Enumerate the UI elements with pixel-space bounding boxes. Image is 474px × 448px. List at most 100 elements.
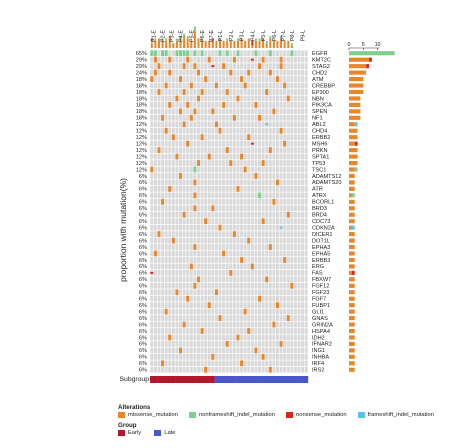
alteration-missense_mutation (247, 237, 251, 244)
grid-cell (211, 69, 215, 76)
grid-cell (225, 95, 229, 102)
grid-cell (240, 269, 244, 276)
alteration-missense_mutation (247, 69, 251, 76)
grid-cell (293, 250, 297, 257)
grid-cell (222, 95, 226, 102)
grid-cell (290, 114, 294, 121)
grid-cell (161, 308, 165, 315)
grid-cell (275, 244, 279, 250)
grid-cell (250, 244, 254, 250)
grid-cell (258, 360, 262, 367)
column-bar-missense_mutation (168, 36, 171, 48)
grid-cell (240, 289, 244, 296)
grid-cell (161, 121, 165, 128)
grid-cell (189, 276, 193, 283)
grid-cell (175, 89, 179, 95)
grid-cell (265, 50, 269, 57)
grid-cell (283, 166, 287, 173)
legend-alterations-title: Alterations (118, 404, 151, 411)
grid-cell (290, 244, 294, 250)
grid-cell (200, 160, 204, 166)
grid-cell (182, 244, 186, 250)
grid-cell (297, 347, 301, 354)
grid-cell (250, 308, 254, 315)
grid-cell (150, 114, 154, 121)
column-bar-missense_mutation (262, 38, 265, 48)
grid-cell (247, 63, 251, 70)
grid-cell (214, 360, 218, 367)
grid-cell (182, 360, 186, 367)
grid-cell (193, 224, 197, 231)
row-bar-missense_mutation (349, 290, 355, 295)
grid-cell (175, 147, 179, 154)
grid-cell (261, 121, 265, 128)
grid-cell (290, 166, 294, 173)
grid-cell (232, 237, 236, 244)
legend-label-nonframeshift: nonframeshift_indel_mutation (198, 412, 276, 418)
grid-cell (200, 179, 204, 186)
grid-cell (214, 328, 218, 334)
grid-cell (243, 56, 247, 63)
grid-cell (182, 341, 186, 347)
grid-cell (186, 321, 190, 328)
grid-cell (207, 134, 211, 141)
grid-cell (153, 276, 157, 283)
grid-cell (189, 321, 193, 328)
alteration-nonframeshift_indel_mutation (225, 50, 229, 57)
subgroup-late (257, 376, 269, 383)
alteration-nonframeshift_indel_mutation (179, 50, 183, 57)
grid-cell (153, 140, 157, 147)
grid-cell (301, 257, 305, 263)
grid-cell (218, 334, 222, 341)
grid-cell (168, 269, 172, 276)
grid-cell (250, 153, 254, 160)
alteration-missense_mutation (207, 153, 211, 160)
grid-cell (286, 263, 290, 270)
grid-cell (304, 353, 308, 360)
grid-cell (304, 341, 308, 347)
grid-cell (243, 140, 247, 147)
grid-cell (286, 69, 290, 76)
grid-cell (240, 102, 244, 108)
grid-cell (261, 302, 265, 309)
grid-cell (189, 315, 193, 321)
grid-cell (153, 186, 157, 192)
grid-cell (236, 347, 240, 354)
grid-cell (204, 205, 208, 212)
grid-cell (189, 192, 193, 199)
grid-cell (236, 127, 240, 134)
grid-cell (225, 114, 229, 121)
grid-cell (179, 95, 183, 102)
grid-cell (150, 82, 154, 89)
grid-cell (193, 289, 197, 296)
grid-cell (279, 134, 283, 141)
grid-cell (179, 192, 183, 199)
grid-cell (258, 89, 262, 95)
grid-cell (164, 250, 168, 257)
grid-cell (236, 121, 240, 128)
grid-cell (204, 257, 208, 263)
grid-cell (175, 257, 179, 263)
grid-cell (265, 134, 269, 141)
grid-cell (150, 218, 154, 225)
grid-cell (200, 205, 204, 212)
grid-cell (211, 121, 215, 128)
grid-cell (218, 250, 222, 257)
column-bar-nonframeshift_indel_mutation (290, 43, 293, 46)
grid-cell (150, 302, 154, 309)
grid-cell (218, 76, 222, 82)
grid-cell (196, 341, 200, 347)
sample-tick-label: P7-L (281, 30, 287, 41)
grid-cell (243, 295, 247, 302)
grid-cell (254, 205, 258, 212)
grid-cell (286, 269, 290, 276)
grid-cell (293, 166, 297, 173)
grid-cell (304, 231, 308, 237)
grid-cell (186, 308, 190, 315)
grid-cell (157, 269, 161, 276)
grid-cell (161, 69, 165, 76)
grid-cell (247, 205, 251, 212)
grid-cell (243, 366, 247, 373)
grid-cell (275, 173, 279, 179)
row-bar-missense_mutation (349, 219, 355, 224)
